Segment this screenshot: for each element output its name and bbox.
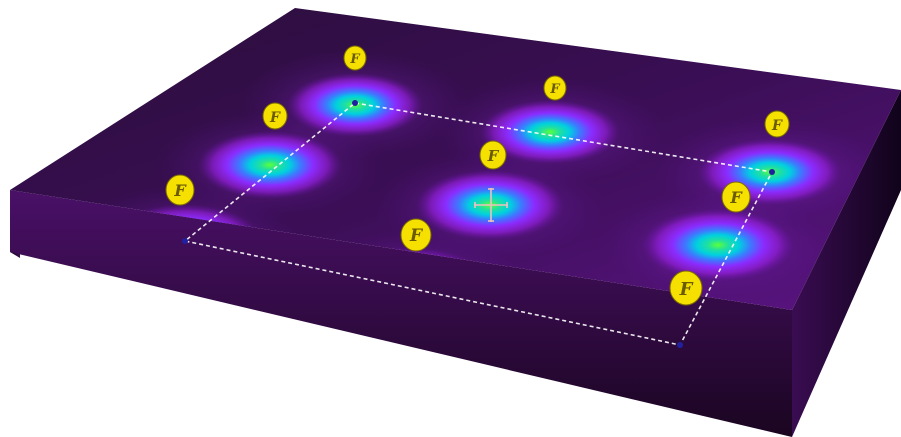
atom-label-text: F: [349, 52, 360, 67]
atom-label-text: F: [549, 82, 560, 97]
center-crosshair-icon: [474, 188, 508, 222]
lattice-point-marker: [182, 238, 188, 244]
atom-label-text: F: [729, 188, 743, 207]
lattice-point-marker: [352, 100, 358, 106]
atom-label-7: F: [165, 174, 195, 206]
slab-front-face: [10, 190, 792, 437]
atom-label-text: F: [679, 279, 694, 300]
atom-label-text: F: [173, 181, 187, 200]
density-peak: [198, 131, 342, 199]
lattice-point-marker: [677, 342, 683, 348]
atom-label-text: F: [409, 226, 424, 246]
lattice-point-marker: [769, 169, 775, 175]
atom-label-2: F: [543, 75, 567, 101]
atom-label-5: F: [479, 140, 507, 170]
atom-label-6: F: [721, 181, 751, 213]
atom-label-1: F: [343, 45, 367, 71]
atom-label-9: F: [669, 270, 703, 306]
density-peak: [642, 209, 794, 281]
slab-right-face: [792, 90, 901, 437]
atom-labels: F F F F F F F F: [165, 45, 790, 306]
atom-label-text: F: [269, 110, 281, 126]
density-peak: [480, 100, 620, 164]
atom-label-text: F: [487, 147, 500, 165]
atom-label-3: F: [764, 110, 790, 138]
atom-label-text: F: [771, 118, 783, 134]
atom-label-4: F: [262, 102, 288, 130]
lattice-points: [182, 100, 775, 348]
atom-label-8: F: [400, 218, 432, 252]
